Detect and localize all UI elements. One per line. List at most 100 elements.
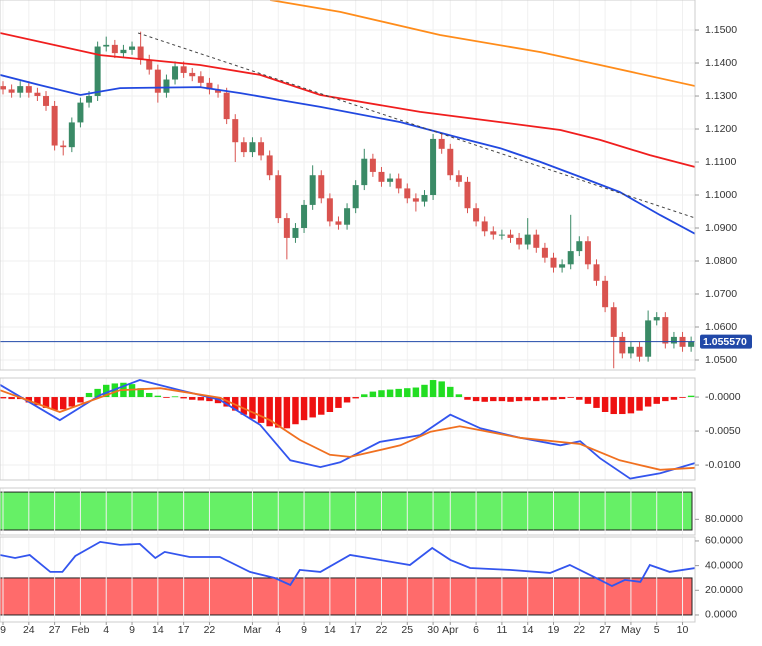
histogram-bar xyxy=(610,397,617,415)
candle-body xyxy=(34,92,41,97)
histogram-bar xyxy=(197,397,205,401)
candle-body xyxy=(430,138,437,196)
candle-body xyxy=(447,148,454,176)
candle-body xyxy=(593,264,600,281)
y-tick-label: 0.0000 xyxy=(705,609,737,621)
candle-body xyxy=(567,251,574,265)
histogram-bar xyxy=(180,397,187,399)
histogram-bar xyxy=(283,397,291,429)
candle-body xyxy=(490,231,497,235)
y-tick-label: 1.1500 xyxy=(705,24,737,36)
histogram-bar xyxy=(533,397,540,402)
candle-body xyxy=(197,76,204,83)
x-tick-label: 22 xyxy=(204,624,216,636)
candle-body xyxy=(326,198,333,222)
candle-body xyxy=(292,228,299,238)
candle-body xyxy=(662,317,669,344)
histogram-bar xyxy=(395,388,402,398)
x-tick-label: 17 xyxy=(350,624,362,636)
x-tick-label: Mar xyxy=(243,624,262,636)
histogram-bar xyxy=(421,384,428,398)
histogram-bar xyxy=(146,392,153,398)
histogram-bar xyxy=(515,397,523,402)
histogram-bar xyxy=(163,397,170,398)
histogram-bar xyxy=(507,397,514,402)
candle-body xyxy=(206,82,213,90)
x-tick-label: Feb xyxy=(71,624,89,636)
x-tick-label: 4 xyxy=(103,624,109,636)
histogram-bar xyxy=(42,397,50,408)
histogram-bar xyxy=(0,397,7,399)
indicator-line xyxy=(0,387,695,471)
candle-body xyxy=(43,96,50,106)
histogram-bar xyxy=(679,397,686,398)
indicator-line xyxy=(0,32,695,168)
histogram-bar xyxy=(318,397,325,415)
candle-body xyxy=(610,307,617,337)
histogram-bar xyxy=(541,397,549,401)
candle-body xyxy=(103,44,110,47)
histogram-bar xyxy=(361,394,368,398)
histogram-bar xyxy=(636,397,643,411)
histogram-bar xyxy=(369,391,377,398)
histogram-bar xyxy=(662,397,669,402)
x-tick-label: 9 xyxy=(301,624,307,636)
panel-frame xyxy=(0,536,696,623)
candle-body xyxy=(86,96,93,103)
x-tick-label: 4 xyxy=(275,624,281,636)
x-tick-label: 9 xyxy=(0,624,6,636)
x-tick-label: 27 xyxy=(599,624,611,636)
panel xyxy=(0,488,693,535)
histogram-bar xyxy=(94,388,101,398)
last-price-box xyxy=(700,334,752,349)
histogram-bar xyxy=(619,397,626,415)
x-tick-label: 17 xyxy=(178,624,190,636)
histogram-bar xyxy=(154,395,162,398)
candle-body xyxy=(653,317,660,321)
histogram-bar xyxy=(8,397,15,400)
histogram-bar xyxy=(223,397,230,407)
y-tick-label: 1.0600 xyxy=(705,321,737,333)
candle-body xyxy=(412,198,419,202)
candle-body xyxy=(0,86,7,90)
candle-body xyxy=(627,346,634,354)
y-tick-label: 1.1300 xyxy=(705,90,737,102)
candle-body xyxy=(275,175,282,219)
candle-body xyxy=(550,257,557,268)
histogram-bar xyxy=(206,397,213,402)
histogram-bar xyxy=(670,397,678,400)
histogram-bar xyxy=(137,388,144,398)
x-tick-label: 30 xyxy=(427,624,439,636)
histogram-bar xyxy=(584,397,592,404)
candle-body xyxy=(8,89,15,93)
indicator-line xyxy=(0,74,695,235)
x-tick-label: 22 xyxy=(376,624,388,636)
candle-body xyxy=(266,155,273,176)
candle-body xyxy=(619,336,626,354)
histogram-bar xyxy=(266,397,273,427)
x-tick-label: 6 xyxy=(473,624,479,636)
zone-band xyxy=(0,577,693,616)
histogram-bar xyxy=(378,390,385,398)
candle-body xyxy=(559,264,566,268)
panel xyxy=(0,0,695,370)
x-tick-label: 5 xyxy=(654,624,660,636)
candle-body xyxy=(404,188,411,199)
histogram-bar xyxy=(171,396,179,398)
histogram-bar xyxy=(455,394,463,398)
candle-body xyxy=(584,241,591,265)
indicator-line xyxy=(0,379,695,480)
histogram-bar xyxy=(34,397,41,406)
candle-body xyxy=(68,122,75,148)
candle-body xyxy=(541,247,548,258)
candle-body xyxy=(464,181,471,209)
x-tick-label: May xyxy=(621,624,642,636)
x-tick-label: 14 xyxy=(152,624,164,636)
histogram-bar xyxy=(687,395,695,398)
histogram-bar xyxy=(352,397,359,399)
candle-body xyxy=(240,142,247,153)
y-tick-label: 40.0000 xyxy=(705,559,743,571)
histogram-bar xyxy=(524,397,531,401)
histogram-bar xyxy=(447,386,454,398)
candle-body xyxy=(507,234,514,238)
